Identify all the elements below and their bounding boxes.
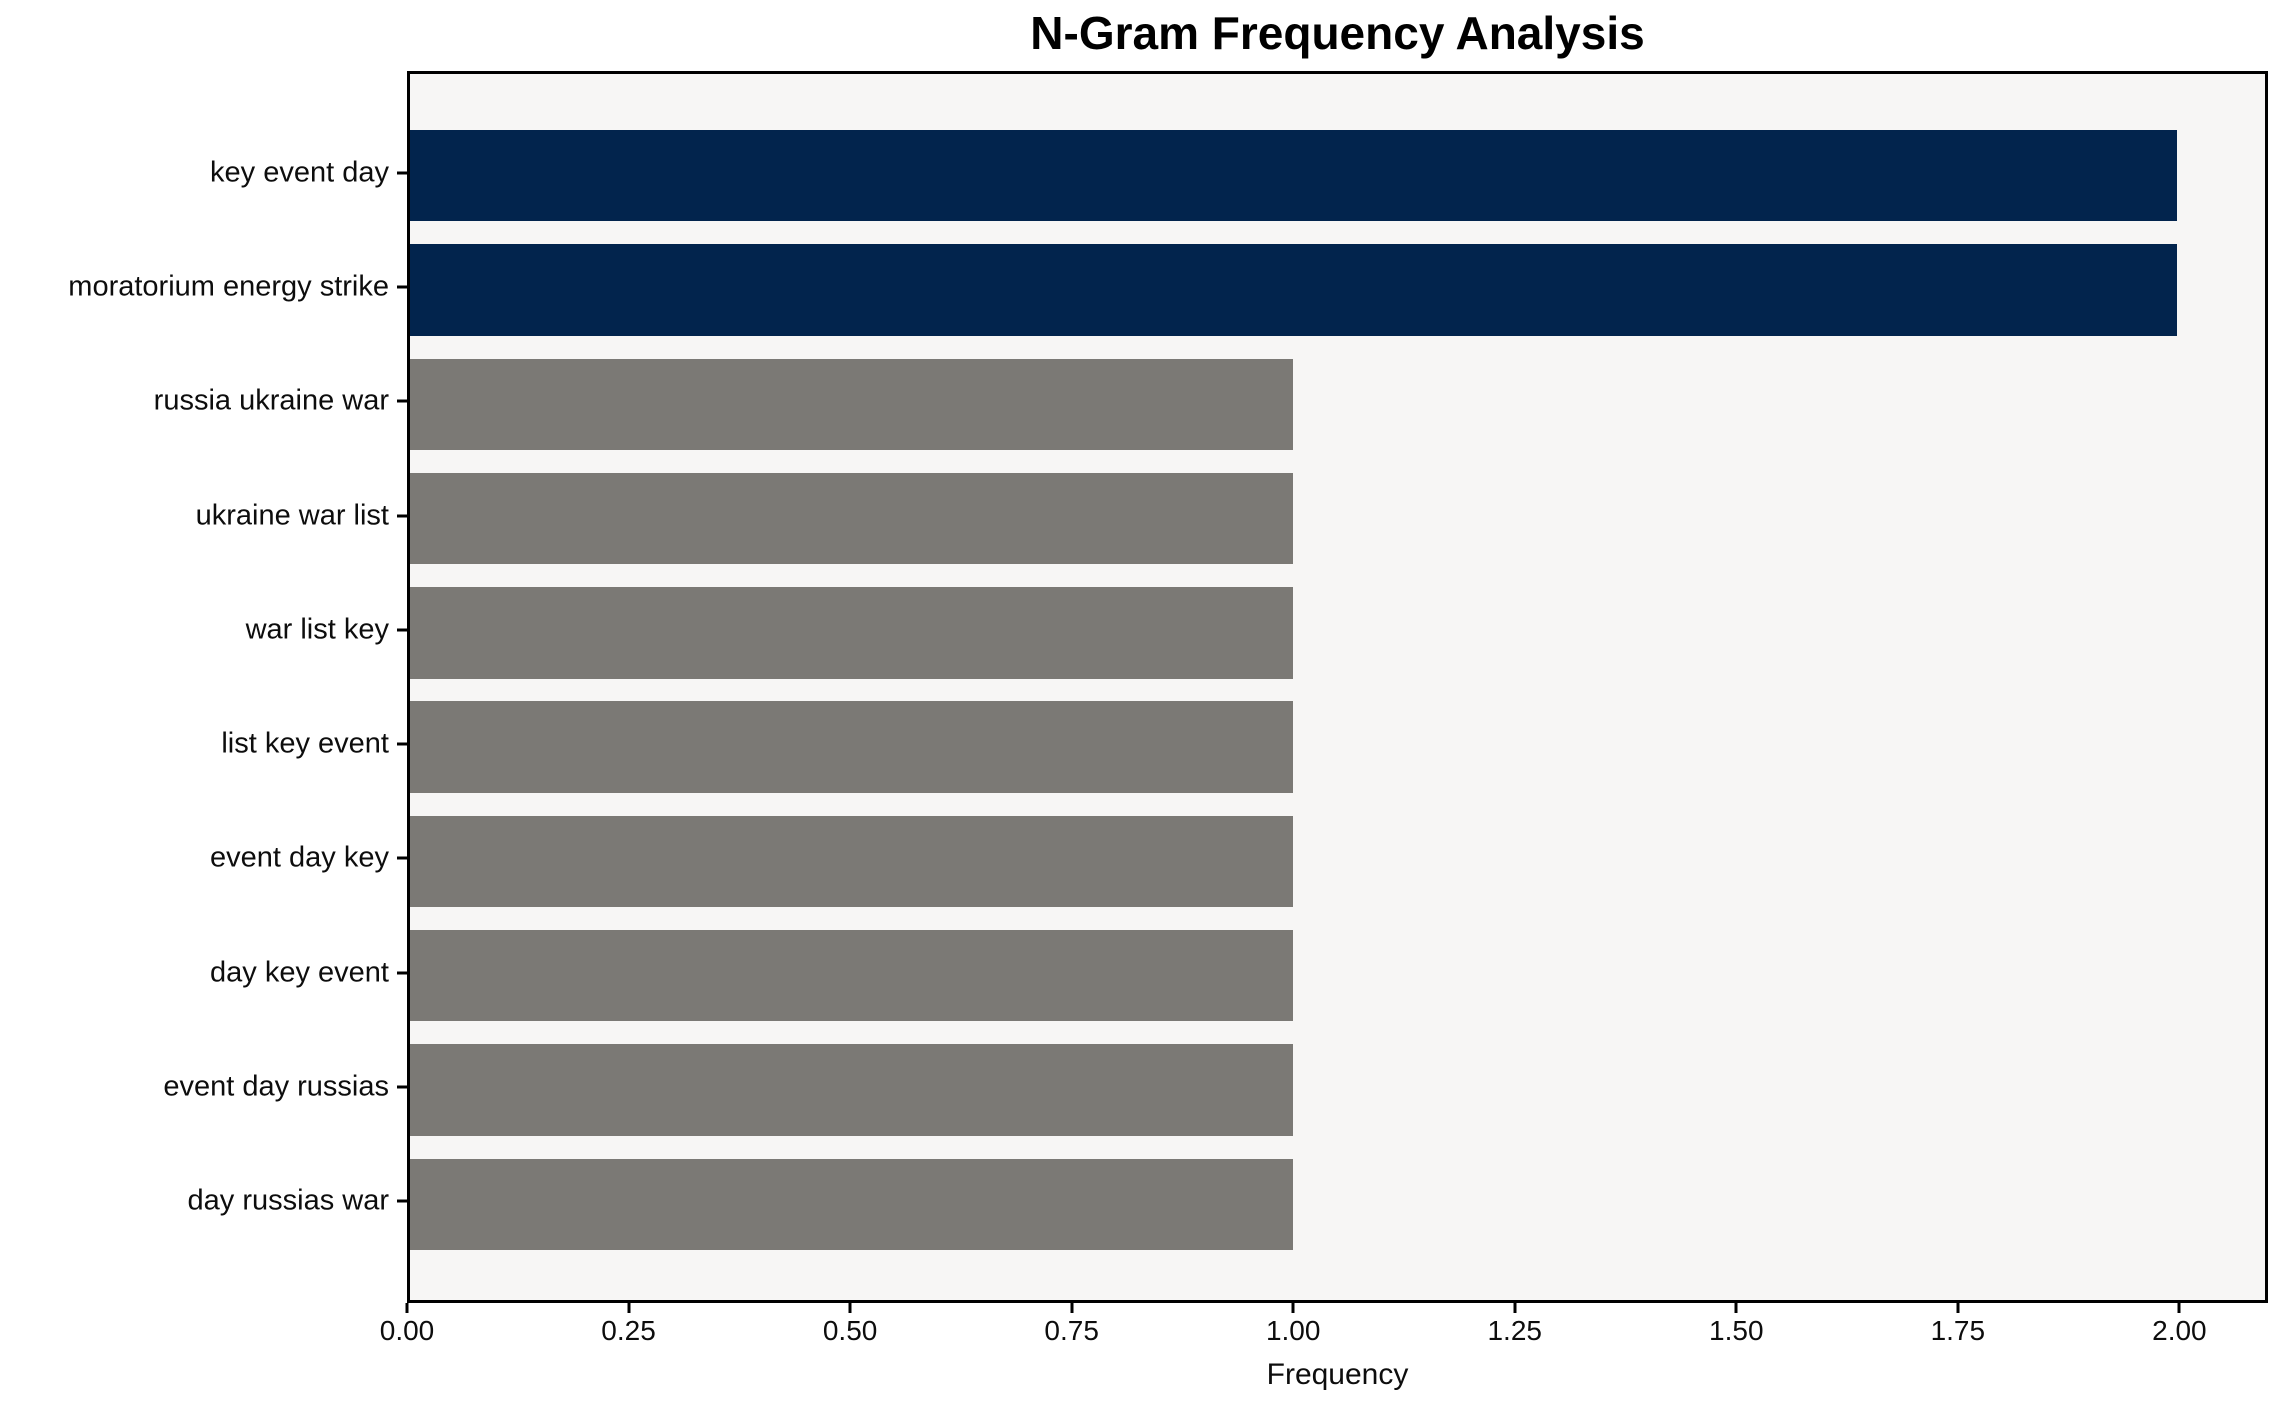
y-tick-label: event day russias <box>163 1070 389 1103</box>
x-tick <box>1734 1303 1738 1313</box>
x-tick <box>1070 1303 1074 1313</box>
y-tick-label: list key event <box>221 727 389 760</box>
y-tick <box>397 285 407 289</box>
y-tick-label: key event day <box>210 156 389 189</box>
bar <box>410 1044 1294 1136</box>
bar <box>410 472 1294 565</box>
bar <box>410 930 1294 1022</box>
bar <box>410 244 2177 336</box>
x-tick <box>1956 1303 1960 1313</box>
y-tick <box>397 971 407 975</box>
x-tick <box>405 1303 409 1313</box>
y-tick-label: ukraine war list <box>195 499 389 532</box>
bar <box>410 815 1294 908</box>
x-tick-label: 0.50 <box>822 1315 878 1346</box>
x-tick-label: 1.00 <box>1265 1315 1321 1346</box>
y-tick-label: event day key <box>210 841 389 874</box>
x-axis-ticks <box>405 1303 2268 1313</box>
y-tick-label: day russias war <box>187 1184 389 1217</box>
y-tick-label: war list key <box>245 613 389 646</box>
y-tick <box>397 742 407 746</box>
bar <box>410 701 1294 793</box>
y-tick <box>397 1199 407 1203</box>
y-tick-label: russia ukraine war <box>153 384 389 417</box>
y-tick <box>397 628 407 632</box>
y-tick-label: moratorium energy strike <box>68 270 389 303</box>
y-tick-label: day key event <box>210 956 389 989</box>
x-axis-tick-labels: 0.00 0.25 0.50 0.75 1.00 1.25 1.50 1.75 2.00 <box>380 1315 2268 1351</box>
x-tick-label: 0.00 <box>379 1315 435 1346</box>
x-tick <box>627 1303 631 1313</box>
chart-title: N-Gram Frequency Analysis <box>1030 7 1645 59</box>
x-tick <box>848 1303 852 1313</box>
y-tick <box>397 856 407 860</box>
y-axis-labels: key event day moratorium energy strike rus… <box>0 71 389 1303</box>
y-tick <box>397 1085 407 1089</box>
x-tick-label: 0.25 <box>601 1315 656 1346</box>
x-tick-label: 2.00 <box>2152 1315 2207 1346</box>
y-tick <box>397 171 407 175</box>
x-tick-label: 1.75 <box>1930 1315 1986 1346</box>
x-tick <box>1513 1303 1517 1313</box>
bar <box>410 587 1294 679</box>
y-axis-ticks <box>397 71 407 1303</box>
x-tick <box>1291 1303 1295 1313</box>
x-tick <box>2177 1303 2181 1313</box>
x-tick-label: 1.25 <box>1487 1315 1542 1346</box>
x-tick-label: 1.50 <box>1709 1315 1764 1346</box>
plot-area <box>407 71 2268 1303</box>
bar <box>410 358 1294 450</box>
bar <box>410 1158 1294 1250</box>
y-tick <box>397 514 407 518</box>
x-axis-label: Frequency <box>1266 1358 1409 1391</box>
y-tick <box>397 399 407 403</box>
bar <box>410 130 2177 222</box>
x-tick-label: 0.75 <box>1044 1315 1099 1346</box>
